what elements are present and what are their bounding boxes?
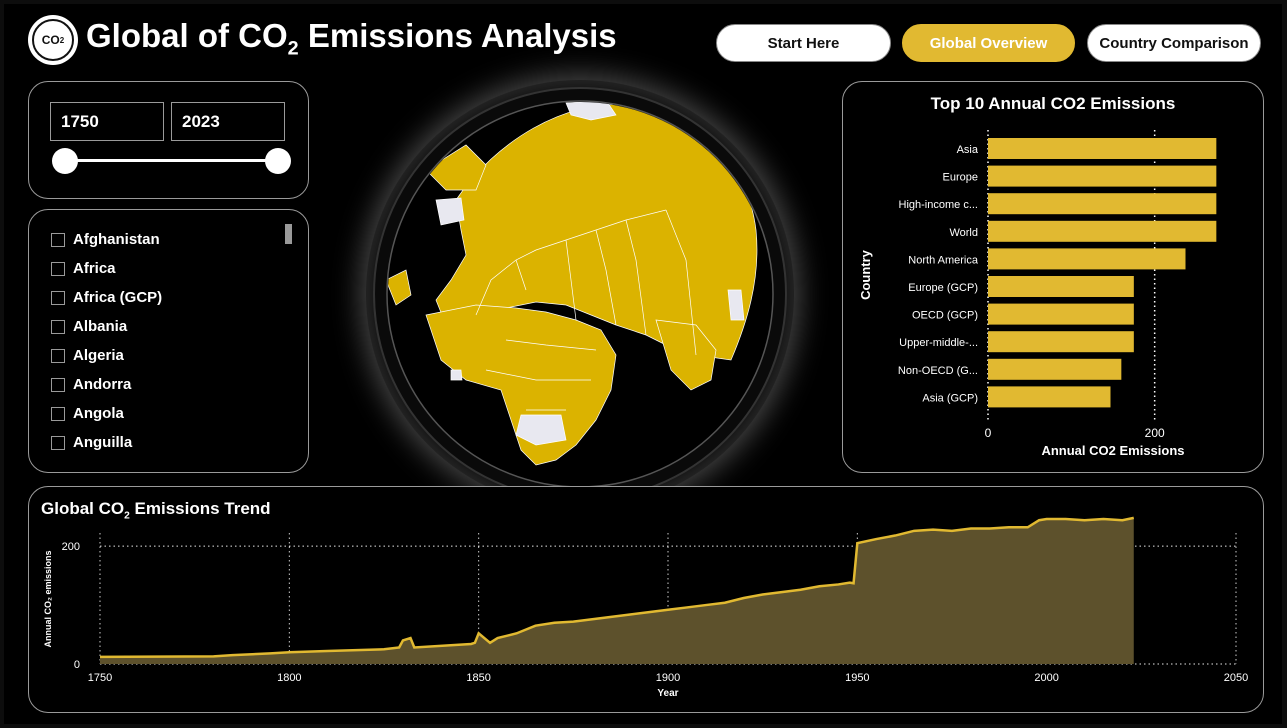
list-item-label: Angola	[73, 405, 124, 422]
bar-category-label: Asia	[957, 144, 979, 156]
bar-category-label: High-income c...	[899, 199, 978, 211]
start-year-input[interactable]: 1750	[50, 102, 164, 141]
year-slider-track[interactable]	[65, 159, 279, 162]
checkbox[interactable]	[51, 261, 65, 276]
bar	[988, 138, 1217, 159]
checkbox[interactable]	[51, 406, 65, 421]
bar	[988, 276, 1134, 297]
checkbox[interactable]	[51, 319, 65, 334]
checkbox[interactable]	[51, 377, 65, 392]
bar	[988, 193, 1217, 215]
list-item-label: Andorra	[73, 376, 132, 393]
end-year-input[interactable]: 2023	[171, 102, 285, 141]
checkbox[interactable]	[51, 290, 65, 305]
trend-x-tick-label: 1800	[277, 672, 301, 684]
start-here-button[interactable]: Start Here	[716, 24, 891, 62]
list-item-label: Africa	[73, 260, 116, 277]
year-filter-card: 1750 2023	[28, 81, 309, 199]
trend-y-tick-label: 200	[62, 541, 80, 553]
global-overview-button[interactable]: Global Overview	[902, 24, 1075, 62]
bar	[988, 331, 1134, 353]
checkbox[interactable]	[51, 435, 65, 450]
list-item[interactable]: Anguilla	[51, 434, 132, 451]
trend-x-tick-label: 1750	[88, 672, 112, 684]
trend-x-tick-label: 2050	[1224, 672, 1248, 684]
bar-category-label: Europe	[943, 172, 978, 184]
bar	[988, 220, 1217, 242]
list-item-label: Afghanistan	[73, 231, 160, 248]
bar-x-tick-label: 0	[985, 426, 992, 440]
trend-x-axis-label: Year	[657, 688, 678, 699]
bar	[988, 248, 1186, 270]
bar-category-label: North America	[908, 254, 979, 266]
checkbox[interactable]	[51, 232, 65, 247]
co2-logo-icon: CO 2	[32, 19, 74, 61]
globe-map-icon	[373, 87, 787, 501]
slider-end-handle[interactable]	[265, 148, 291, 174]
list-item-label: Algeria	[73, 347, 124, 364]
list-item[interactable]: Andorra	[51, 376, 131, 393]
trend-area	[100, 517, 1134, 664]
bar-category-label: Upper-middle-...	[899, 337, 978, 349]
country-list-card: Afghanistan Africa Africa (GCP) Albania Alge…	[28, 209, 309, 473]
trend-x-tick-label: 1850	[466, 672, 490, 684]
bar-category-label: OECD (GCP)	[912, 310, 978, 322]
slider-start-handle[interactable]	[52, 148, 78, 174]
bar	[988, 358, 1122, 380]
checkbox[interactable]	[51, 348, 65, 363]
bar	[988, 303, 1134, 325]
bar-category-label: Non-OECD (G...	[898, 365, 978, 377]
bar-category-label: World	[949, 227, 978, 239]
list-item-label: Albania	[73, 318, 128, 335]
list-item[interactable]: Albania	[51, 318, 127, 335]
page-title: Global of CO2 Emissions Analysis	[86, 17, 617, 60]
bar-category-label: Europe (GCP)	[908, 282, 978, 294]
list-item[interactable]: Africa (GCP)	[51, 289, 162, 306]
list-item-label: Anguilla	[73, 434, 133, 451]
trend-chart-card: Global CO2 Emissions Trend 1750 1800 1850 1…	[28, 486, 1264, 713]
bar-x-axis-label: Annual CO2 Emissions	[1041, 443, 1184, 458]
list-item[interactable]: Africa	[51, 260, 116, 277]
trend-x-tick-label: 1950	[845, 672, 869, 684]
trend-x-tick-label: 2000	[1034, 672, 1058, 684]
top10-chart-card: Top 10 Annual CO2 Emissions 0 200 Asia Euro…	[842, 81, 1264, 473]
list-item-label: Africa (GCP)	[73, 289, 163, 306]
country-comparison-button[interactable]: Country Comparison	[1087, 24, 1261, 62]
list-item[interactable]: Angola	[51, 405, 124, 422]
globe-map[interactable]	[366, 80, 794, 508]
bar-chart: 0 200 Asia Europe High-income c... World North…	[858, 130, 1217, 458]
trend-y-tick-label: 0	[74, 659, 80, 671]
trend-x-tick-label: 1900	[656, 672, 680, 684]
trend-line	[99, 516, 1135, 659]
trend-y-axis-label: Annual CO₂ emissions	[43, 550, 53, 647]
bar	[988, 386, 1111, 408]
bar	[988, 165, 1217, 187]
trend-chart-title: Global CO2 Emissions Trend	[41, 499, 271, 522]
bar-category-label: Asia (GCP)	[922, 392, 978, 404]
list-item[interactable]: Algeria	[51, 347, 124, 364]
bar-y-axis-label: Country	[858, 249, 873, 300]
bar-x-tick-label: 200	[1145, 426, 1165, 440]
trend-chart: 1750 1800 1850 1900 1950 2000 2050 0 200 Year Annu…	[43, 516, 1248, 699]
bar-chart-title: Top 10 Annual CO2 Emissions	[930, 94, 1176, 113]
list-scrollbar[interactable]	[285, 224, 292, 244]
co2-logo: CO 2	[28, 15, 78, 65]
list-item[interactable]: Afghanistan	[51, 231, 160, 248]
